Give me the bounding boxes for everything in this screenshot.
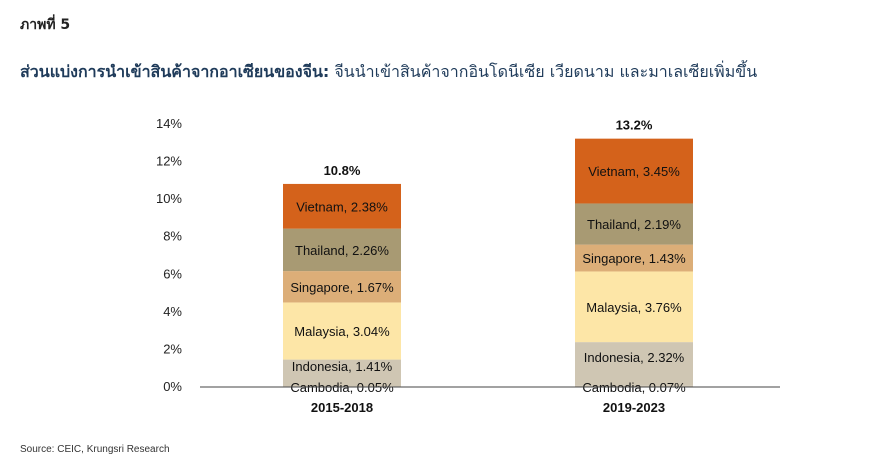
data-label: Indonesia, 1.41% <box>292 359 393 374</box>
data-label: Thailand, 2.19% <box>587 217 681 232</box>
total-label: 10.8% <box>324 163 361 178</box>
y-tick-label: 10% <box>156 191 182 206</box>
bar-segment-malaysia <box>283 302 401 360</box>
x-category-label: 2019-2023 <box>603 400 665 415</box>
chart-title-main: ส่วนแบ่งการนำเข้าสินค้าจากอาเซียนของจีน <box>20 62 323 81</box>
y-tick-label: 12% <box>156 154 182 169</box>
bar-segment-thailand <box>283 228 401 272</box>
bar-segment-singapore <box>575 244 693 272</box>
data-label: Indonesia, 2.32% <box>584 350 685 365</box>
y-tick-label: 8% <box>163 229 182 244</box>
data-label: Vietnam, 3.45% <box>588 164 680 179</box>
data-label: Vietnam, 2.38% <box>296 199 388 214</box>
data-label: Singapore, 1.43% <box>582 251 686 266</box>
data-label: Singapore, 1.67% <box>290 280 394 295</box>
figure-label: ภาพที่ 5 <box>20 17 71 33</box>
chart-title: ส่วนแบ่งการนำเข้าสินค้าจากอาเซียนของจีน:… <box>20 60 757 85</box>
bar-segment-malaysia <box>575 271 693 343</box>
bar-segment-cambodia <box>575 385 693 387</box>
y-axis: 0% 2% 4% 6% 8% 10% 12% 14% <box>156 116 182 394</box>
y-tick-label: 0% <box>163 379 182 394</box>
y-tick-label: 4% <box>163 304 182 319</box>
bars: Cambodia, 0.05%Indonesia, 1.41%Malaysia,… <box>283 118 693 395</box>
bar-segment-indonesia <box>575 342 693 386</box>
total-label: 13.2% <box>616 118 653 133</box>
x-axis: 2015-2018 2019-2023 <box>200 386 780 415</box>
bar-segment-singapore <box>283 271 401 303</box>
x-category-label: 2015-2018 <box>311 400 373 415</box>
y-tick-label: 6% <box>163 266 182 281</box>
bar-stack: Cambodia, 0.07%Indonesia, 2.32%Malaysia,… <box>575 118 693 395</box>
bar-segment-thailand <box>575 203 693 245</box>
data-label: Malaysia, 3.04% <box>294 324 390 339</box>
bar-segment-vietnam <box>575 138 693 204</box>
data-label: Malaysia, 3.76% <box>586 300 682 315</box>
chart-title-subtitle: จีนนำเข้าสินค้าจากอินโดนีเซีย เวียดนาม แ… <box>329 62 758 81</box>
bar-segment-vietnam <box>283 183 401 229</box>
y-tick-label: 2% <box>163 341 182 356</box>
chart-title-separator: : <box>322 62 330 81</box>
bar-segment-indonesia <box>283 359 401 387</box>
source-note: Source: CEIC, Krungsri Research <box>20 444 170 455</box>
y-tick-label: 14% <box>156 116 182 131</box>
data-label: Thailand, 2.26% <box>295 243 389 258</box>
bar-stack: Cambodia, 0.05%Indonesia, 1.41%Malaysia,… <box>283 163 401 395</box>
